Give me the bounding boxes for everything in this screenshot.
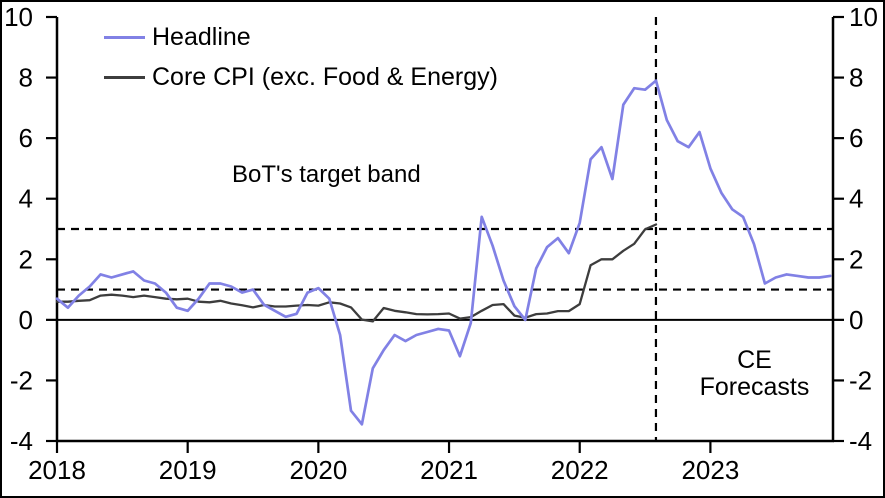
x-tick-label: 2019	[159, 455, 217, 485]
y-tick-label-left: 2	[19, 244, 33, 274]
y-tick-label-left: -2	[10, 365, 33, 395]
y-tick-label-left: 6	[19, 123, 33, 153]
y-tick-label-right: 4	[849, 184, 863, 214]
y-tick-label-right: 0	[849, 305, 863, 335]
y-tick-label-left: -4	[10, 426, 33, 456]
legend-item-headline: Headline	[104, 24, 251, 50]
y-tick-label-right: -4	[849, 426, 872, 456]
y-tick-label-left: 8	[19, 63, 33, 93]
forecast-label-line1: CE	[737, 346, 772, 374]
legend-item-core-cpi: Core CPI (exc. Food & Energy)	[104, 64, 498, 90]
forecast-label: CE Forecasts	[694, 347, 815, 401]
x-tick-label: 2020	[289, 455, 347, 485]
legend-line-headline-icon	[104, 35, 145, 39]
forecast-label-line2: Forecasts	[699, 373, 810, 401]
legend-label-core-cpi: Core CPI (exc. Food & Energy)	[152, 63, 498, 91]
x-tick-label: 2018	[28, 455, 86, 485]
target-band-label: BoT's target band	[232, 161, 421, 188]
y-tick-label-right: 8	[849, 63, 863, 93]
y-tick-label-right: -2	[849, 365, 872, 395]
y-tick-label-left: 10	[4, 2, 33, 32]
y-tick-label-right: 2	[849, 244, 863, 274]
y-tick-label-right: 10	[849, 2, 878, 32]
legend-line-core-cpi-icon	[104, 75, 145, 79]
legend-label-headline: Headline	[152, 23, 251, 51]
x-tick-label: 2021	[420, 455, 478, 485]
series-line-headline	[55, 79, 832, 426]
series-line-core-cpi	[55, 223, 658, 323]
y-tick-label-right: 6	[849, 123, 863, 153]
y-tick-label-left: 0	[19, 305, 33, 335]
x-tick-label: 2022	[551, 455, 609, 485]
y-tick-label-left: 4	[19, 184, 33, 214]
x-tick-label: 2023	[681, 455, 739, 485]
